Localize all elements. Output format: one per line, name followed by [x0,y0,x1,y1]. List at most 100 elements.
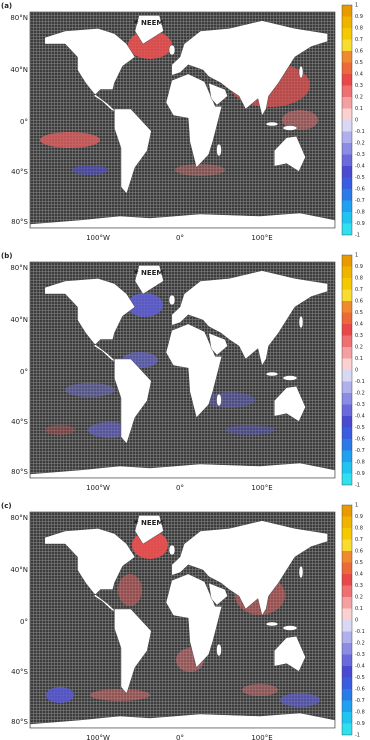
lat-label: 80°N [10,14,28,22]
colorbar-segment [342,108,352,120]
colorbar-label: 0.6 [355,549,363,555]
colorbar-label: -0.1 [355,379,365,385]
lat-label: 40°N [10,66,28,74]
colorbar-label: -0.3 [355,152,365,158]
colorbar-label: -0.4 [355,414,365,420]
colorbar-label: 0.9 [355,264,363,270]
colorbar-segment [342,324,352,336]
colorbar-label: -0.5 [355,425,365,431]
colorbar-segment [342,154,352,166]
colorbar-label: 0.2 [355,595,363,601]
anomaly-patch [65,383,115,397]
colorbar-label: 0.8 [355,26,363,32]
map-panel: (a) ★ NEEM 80°N 40°N 0° 40°S 80°S 100°W 0° 100°E 1 0… [1,2,365,242]
anomaly-patch [72,165,108,175]
map-panel: (c) ★ NEEM 80°N 40°N 0° 40°S 80°S 100°W 0° 100°E 1 0… [1,502,365,740]
colorbar-segment [342,723,352,735]
colorbar-segment [342,358,352,370]
colorbar-label: -0.1 [355,629,365,635]
lat-label: 0° [20,618,28,626]
anomaly-patch [40,132,100,148]
station-label: NEEM [141,19,163,27]
lon-label: 100°E [251,484,272,492]
colorbar-label: -0.2 [355,641,365,647]
anomaly-patch [46,687,74,703]
colorbar-label: -0.4 [355,664,365,670]
colorbar-label: 0.7 [355,537,363,543]
colorbar-label: -1 [355,233,360,239]
map [30,262,335,478]
panel-label: (a) [1,2,12,10]
colorbar-segment [342,585,352,597]
map-panel: (b) ★ NEEM 80°N 40°N 0° 40°S 80°S 100°W 0° 100°E 1 0… [1,252,365,492]
colorbar-segment [342,301,352,313]
map [30,12,335,228]
colorbar: 1 0.9 0.8 0.7 0.6 0.5 0.4 0.3 0.2 0.1 0 -0.1 -0.2 -0.… [341,253,365,489]
colorbar-label: 0.4 [355,322,363,328]
colorbar-label: 1 [355,503,358,509]
colorbar-segment [342,643,352,655]
colorbar-label: 0.9 [355,14,363,20]
colorbar-segment [342,370,352,382]
colorbar-segment [342,700,352,712]
colorbar-segment [342,97,352,109]
colorbar-label: -0.2 [355,141,365,147]
colorbar-segment [342,473,352,485]
colorbar-segment [342,177,352,189]
lon-label: 100°E [251,734,272,740]
colorbar-label: 0.7 [355,37,363,43]
colorbar: 1 0.9 0.8 0.7 0.6 0.5 0.4 0.3 0.2 0.1 0 -0.1 -0.2 -0.… [341,3,365,239]
colorbar-segment [342,677,352,689]
colorbar-label: -0.6 [355,187,365,193]
anomaly-patch [282,110,318,130]
colorbar-label: 0.3 [355,83,363,89]
colorbar-label: 0.2 [355,95,363,101]
colorbar-segment [342,551,352,563]
anomaly-patch [45,425,75,435]
colorbar-segment [342,539,352,551]
colorbar-label: 0.1 [355,606,363,612]
colorbar-label: 0.6 [355,49,363,55]
colorbar-label: 0.6 [355,299,363,305]
lon-label: 100°W [86,734,110,740]
lon-label: 100°E [251,234,272,242]
colorbar-label: 0 [355,368,358,374]
colorbar-segment [342,212,352,224]
panel-label: (c) [1,502,12,510]
lon-label: 0° [176,234,184,242]
anomaly-patch [242,684,278,696]
colorbar-segment [342,166,352,178]
colorbar-label: -0.5 [355,675,365,681]
map-frame [29,511,336,729]
colorbar-segment [342,223,352,235]
lat-label: 40°N [10,316,28,324]
colorbar-segment [342,278,352,290]
anomaly-patch [205,392,255,408]
lat-label: 80°N [10,514,28,522]
colorbar-label: -0.7 [355,198,365,204]
colorbar-label: 0.1 [355,106,363,112]
anomaly-patch [118,574,142,606]
colorbar-segment [342,450,352,462]
colorbar-segment [342,143,352,155]
lat-label: 40°S [11,168,28,176]
colorbar-label: 1 [355,253,358,259]
colorbar-label: 0.7 [355,287,363,293]
lat-label: 80°S [11,718,28,726]
lat-label: 80°S [11,468,28,476]
colorbar: 1 0.9 0.8 0.7 0.6 0.5 0.4 0.3 0.2 0.1 0 -0.1 -0.2 -0.… [341,503,365,739]
colorbar-segment [342,689,352,701]
colorbar-label: -0.7 [355,448,365,454]
colorbar-label: 0.2 [355,345,363,351]
lat-label: 0° [20,368,28,376]
lon-label: 100°W [86,234,110,242]
colorbar-segment [342,631,352,643]
colorbar-label: 0.5 [355,560,363,566]
colorbar-label: -0.3 [355,402,365,408]
lat-label: 40°S [11,418,28,426]
colorbar-segment [342,712,352,724]
colorbar-segment [342,393,352,405]
lon-label: 100°W [86,484,110,492]
colorbar-label: -0.1 [355,129,365,135]
colorbar-segment [342,120,352,132]
